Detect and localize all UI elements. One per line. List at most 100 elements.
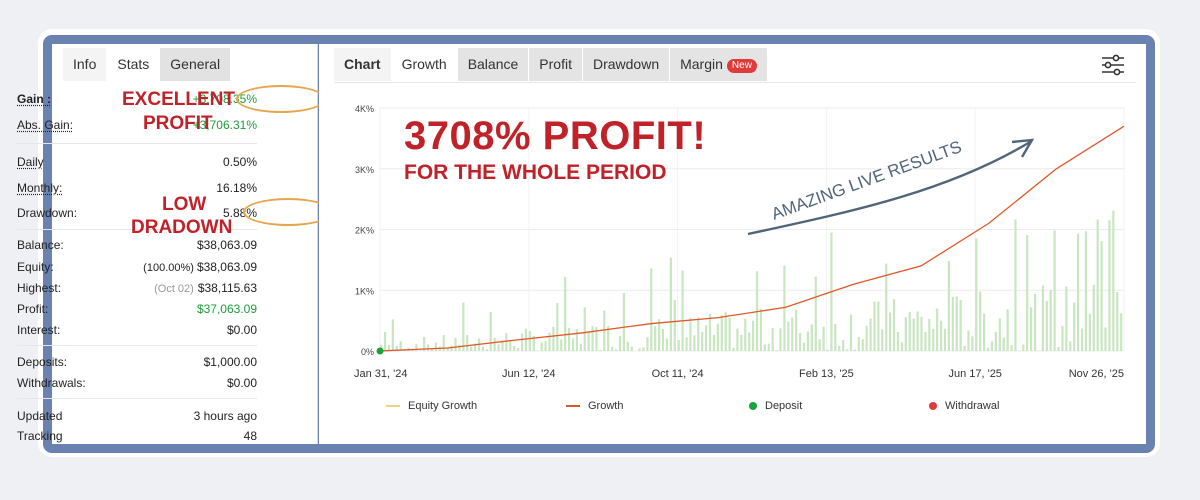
profit-bar [501, 340, 504, 351]
profit-bar [1092, 284, 1095, 351]
profit-bar [505, 333, 508, 351]
tab-info[interactable]: Info [63, 48, 108, 81]
profit-bar [446, 347, 449, 351]
legend-dot-icon [749, 402, 757, 410]
profit-bar [983, 313, 986, 351]
profit-bar [434, 342, 438, 351]
profit-bar [693, 335, 696, 351]
legend-line-icon [566, 405, 580, 407]
annotation-profit: PROFIT [143, 113, 213, 134]
stat-highest-value: $38,115.63 [197, 281, 257, 295]
legend-dot-icon [929, 402, 937, 410]
tab-drawdown[interactable]: Drawdown [582, 48, 671, 81]
profit-bar [767, 343, 770, 351]
stat-equity: Equity: (100.00%) $38,063.09 [17, 258, 257, 276]
chart-tabs-label: Chart [334, 48, 392, 81]
profit-bar [497, 344, 500, 351]
chart-line [376, 125, 1125, 355]
y-tick-label: 2K% [355, 226, 374, 236]
stat-withdrawals-value: $0.00 [226, 376, 257, 390]
profit-bar [1073, 302, 1076, 351]
profit-bar [473, 343, 477, 351]
stat-tracking-label: Tracking [17, 429, 63, 443]
profit-bar [583, 307, 586, 351]
profit-bar [528, 330, 531, 351]
profit-bar [532, 335, 535, 351]
profit-bar [724, 311, 727, 351]
chart-x-ticks: Jan 31, '24 Jun 12, '24 Oct 11, '24 Feb 13,… [354, 368, 1124, 380]
tab-balance[interactable]: Balance [457, 48, 530, 81]
profit-bar [1010, 345, 1013, 351]
profit-bar [466, 334, 469, 351]
stat-daily-value: 0.50% [222, 155, 257, 169]
profit-bar [485, 349, 488, 351]
profit-bar [470, 346, 473, 351]
profit-bar [454, 337, 457, 351]
profit-bar [560, 339, 563, 351]
tab-profit[interactable]: Profit [529, 48, 583, 81]
profit-bar [979, 291, 982, 351]
stat-tracking-value: 48 [243, 429, 257, 443]
profit-bar [865, 325, 868, 351]
x-tick-label: Jan 31, '24 [354, 368, 407, 380]
profit-bar [399, 341, 402, 351]
y-tick-label: 0% [361, 347, 374, 357]
legend-growth[interactable]: Growth [566, 398, 623, 414]
tab-stats[interactable]: Stats [107, 48, 161, 81]
profit-bar [458, 344, 461, 351]
chart-y-ticks: 0% 1K% 2K% 3K% 4K% [355, 104, 374, 357]
tab-margin-label: Margin [680, 56, 723, 72]
profit-bar [426, 344, 430, 351]
profit-bar [450, 345, 453, 351]
profit-bar [618, 335, 622, 351]
profit-bar [575, 329, 578, 351]
x-tick-label: Jun 12, '24 [502, 368, 555, 380]
profit-bar [861, 339, 864, 351]
profit-bar [1045, 301, 1048, 351]
profit-bar [838, 345, 841, 351]
promo-subtitle: FOR THE WHOLE PERIOD [404, 161, 667, 184]
stat-profit: Profit: $37,063.09 [17, 300, 257, 318]
legend-withdrawal[interactable]: Withdrawal [929, 398, 999, 414]
profit-bar [998, 318, 1001, 351]
profit-bar [779, 328, 782, 351]
profit-bar [552, 326, 555, 351]
tab-growth[interactable]: Growth [391, 48, 458, 81]
stats-panel: Info Stats General [52, 44, 318, 444]
legend-equity-growth[interactable]: Equity Growth [386, 398, 477, 414]
profit-bar [654, 326, 657, 351]
profit-bar [387, 345, 391, 351]
tab-general[interactable]: General [160, 48, 232, 81]
profit-bar [1030, 307, 1033, 351]
stat-deposits: Deposits: $1,000.00 [17, 353, 257, 371]
stat-balance-label: Balance: [17, 238, 64, 252]
stat-balance: Balance: $38,063.09 [17, 236, 257, 254]
chart-grid [379, 107, 1125, 352]
tab-margin[interactable]: Margin New [670, 48, 768, 81]
profit-bar [658, 319, 661, 351]
x-tick-label: Feb 13, '25 [799, 368, 854, 380]
profit-bar [963, 345, 966, 351]
stat-gain-label: Gain : [17, 92, 52, 106]
profit-bar [759, 308, 763, 351]
profit-bar [689, 317, 692, 351]
stat-abs-gain: Abs. Gain: +3,706.31% [17, 116, 257, 134]
legend-deposit[interactable]: Deposit [749, 398, 802, 414]
stat-monthly: Monthly: 16.18% [17, 179, 257, 197]
divider [17, 143, 257, 144]
profit-bar [885, 263, 888, 351]
sliders-settings-icon[interactable] [1100, 52, 1126, 78]
deposit-marker [376, 347, 384, 355]
profit-bar [564, 276, 567, 351]
profit-bar [712, 334, 716, 351]
profit-bar [951, 296, 954, 351]
y-tick-label: 1K% [355, 286, 374, 296]
profit-bar [493, 337, 496, 351]
profit-bar [728, 317, 731, 351]
profit-bar [1112, 210, 1115, 351]
profit-bar [857, 336, 860, 351]
profit-bar [415, 344, 418, 351]
profit-bar [1065, 286, 1068, 351]
profit-bar [661, 329, 665, 351]
left-tabs: Info Stats General [63, 48, 232, 82]
